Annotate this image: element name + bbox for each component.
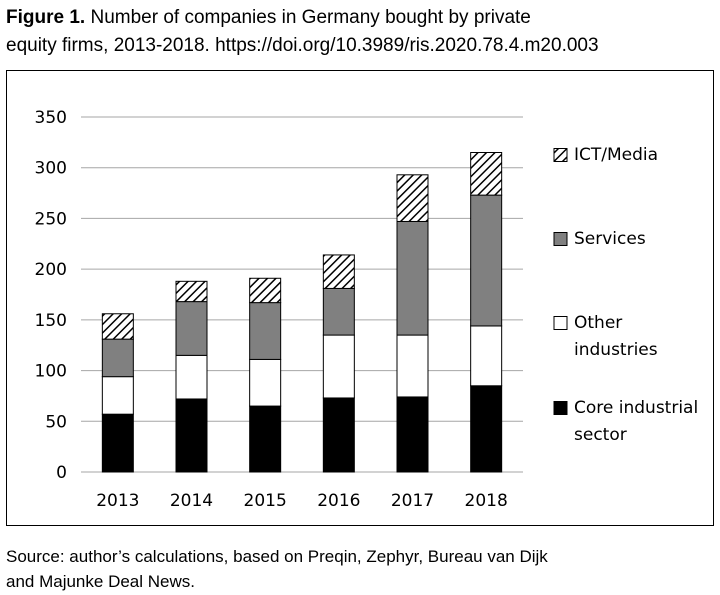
source-line-2: and Majunke Deal News.: [6, 572, 195, 591]
x-axis-tick-labels: 2013 2014 2015 2016 2017 2018: [96, 491, 508, 511]
legend-label: Services: [574, 229, 646, 249]
bar-segment-ict-media-2016: [322, 254, 355, 289]
gridlines: [81, 116, 523, 473]
bar-segment-other-industries-2013: [101, 376, 134, 415]
bar-segment-core-industrial-sector-2017: [396, 396, 429, 473]
bar-segment-ict-media-2013: [101, 313, 134, 340]
x-tick-label: 2017: [391, 491, 434, 511]
y-tick-label: 300: [35, 159, 67, 179]
bar-segment-other-industries-2017: [396, 334, 429, 398]
y-axis-tick-labels: 0 50 100 150 200 250 300 350: [35, 108, 67, 483]
bar-segment-services-2017: [396, 220, 429, 336]
figure-label: Figure 1.: [6, 7, 86, 28]
bar-segment-core-industrial-sector-2014: [175, 398, 208, 473]
x-tick-label: 2018: [465, 491, 508, 511]
bar-segment-other-industries-2018: [470, 325, 503, 387]
y-tick-label: 0: [56, 463, 67, 483]
figure-caption: Figure 1. Number of companies in Germany…: [6, 4, 718, 60]
bar-segment-services-2014: [175, 301, 208, 356]
y-tick-label: 150: [35, 311, 67, 331]
bar-segment-core-industrial-sector-2013: [101, 413, 134, 473]
bar-segment-core-industrial-sector-2015: [249, 405, 282, 473]
bar-segment-other-industries-2016: [322, 334, 355, 399]
bar-segment-core-industrial-sector-2016: [322, 397, 355, 473]
chart-frame: 0 50 100 150 200 250 300 350 2013 2014 2015 2016 20…: [6, 70, 714, 526]
y-tick-label: 250: [35, 209, 67, 229]
bar-segment-core-industrial-sector-2018: [470, 385, 503, 473]
bar-segment-services-2015: [249, 302, 282, 360]
legend-swatch: [553, 401, 568, 415]
caption-line-1: Figure 1. Number of companies in Germany…: [6, 4, 718, 32]
y-tick-label: 50: [45, 412, 67, 432]
legend-label: ICT/Media: [574, 145, 658, 165]
bar-segment-ict-media-2018: [470, 152, 503, 196]
caption-title-line2: equity firms, 2013-2018. https://doi.org…: [6, 35, 599, 56]
legend-label: Other: [574, 313, 622, 333]
legend: ICT/Media Services Other industries Core ind…: [553, 145, 698, 445]
bar-segment-services-2016: [322, 287, 355, 336]
x-tick-label: 2015: [244, 491, 287, 511]
x-tick-label: 2013: [96, 491, 139, 511]
bar-segment-ict-media-2014: [175, 280, 208, 303]
legend-label: industries: [574, 340, 658, 360]
caption-title-line1: Number of companies in Germany bought by…: [90, 7, 531, 28]
legend-label: sector: [574, 425, 627, 445]
bar-segment-other-industries-2015: [249, 358, 282, 407]
legend-swatch: [553, 148, 568, 162]
source-line-1: Source: author’s calculations, based on …: [6, 547, 548, 566]
bar-segment-other-industries-2014: [175, 354, 208, 400]
legend-label: Core industrial: [574, 398, 698, 418]
y-tick-label: 100: [35, 362, 67, 382]
legend-swatch: [553, 316, 568, 330]
y-tick-label: 350: [35, 108, 67, 128]
source-note: Source: author’s calculations, based on …: [6, 544, 718, 594]
bar-segment-services-2018: [470, 194, 503, 327]
bar-segment-ict-media-2017: [396, 174, 429, 222]
x-tick-label: 2014: [170, 491, 213, 511]
y-tick-label: 200: [35, 260, 67, 280]
bar-segment-services-2013: [101, 338, 134, 378]
x-tick-label: 2016: [317, 491, 360, 511]
legend-swatch: [553, 232, 568, 246]
bars: [101, 152, 503, 473]
bar-segment-ict-media-2015: [249, 277, 282, 304]
